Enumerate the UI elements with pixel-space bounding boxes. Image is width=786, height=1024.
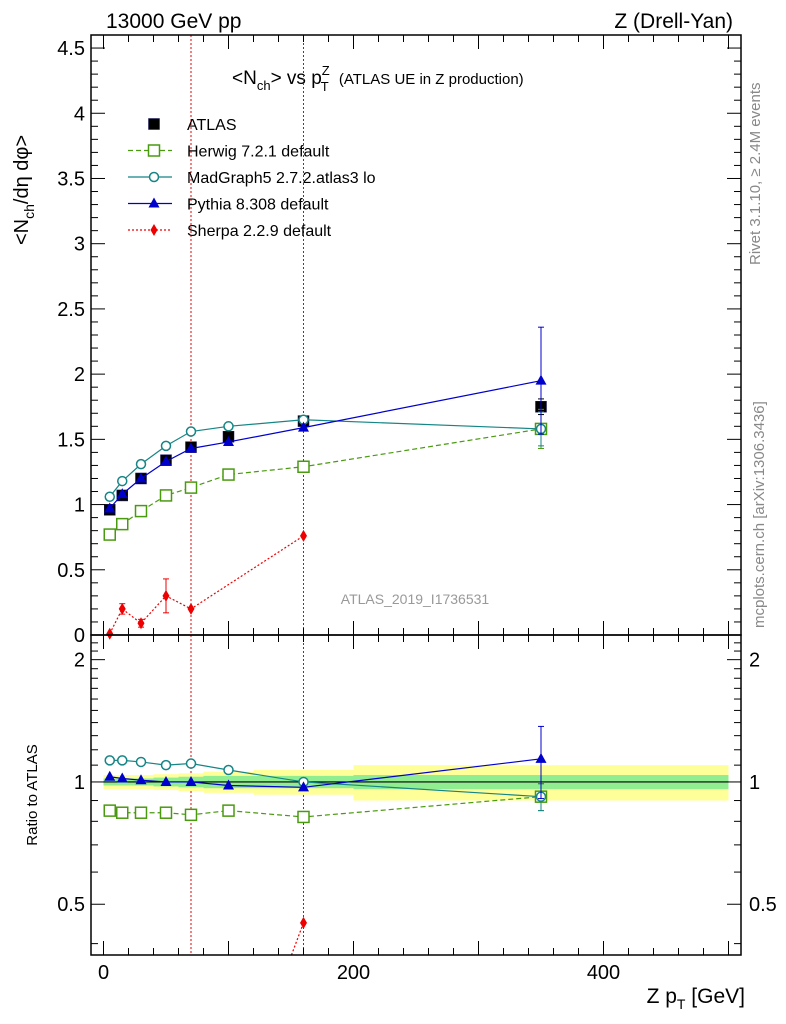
- legend-label-2: MadGraph5 2.7.2.atlas3 lo: [187, 170, 376, 187]
- series-3-point-1: [116, 488, 128, 499]
- legend-marker-1: [147, 144, 161, 157]
- series-3-point-6: [298, 421, 309, 432]
- series-3-point-7: [535, 374, 547, 385]
- y-tick-label: 0.5: [57, 560, 85, 582]
- ratio-y-axis-title: Ratio to ATLAS: [24, 744, 41, 845]
- ratio-series-1-point-5: [223, 764, 234, 776]
- y-tick-label: 2.5: [57, 299, 85, 321]
- ratio-series-2-point-0: [104, 770, 116, 781]
- y-tick-label: 4: [74, 103, 85, 125]
- series-1-point-4: [184, 481, 198, 494]
- series-2-point-2: [135, 458, 147, 470]
- legend-label-0: ATLAS: [187, 117, 237, 134]
- ratio-sherpa-entry-line: [290, 922, 305, 956]
- x-tick-label: 0: [98, 962, 109, 984]
- ratio-series-0-point-3: [159, 806, 173, 819]
- y-tick-label: 3: [74, 234, 85, 256]
- ratio-series-2-point-5: [223, 779, 234, 790]
- x-tick-label: 200: [337, 962, 370, 984]
- series-4-point-4: [187, 602, 195, 615]
- series-1-point-5: [222, 468, 235, 481]
- series-4-point-6: [300, 529, 307, 542]
- y-tick-label: 3.5: [57, 168, 85, 190]
- ratio-series-1-point-4: [185, 758, 197, 769]
- y-tick-label: 4.5: [57, 38, 85, 60]
- series-2-point-4: [185, 426, 197, 437]
- chart-title: <Nch> vs pZ T (ATLAS UE in Z production): [232, 63, 524, 94]
- series-1-point-0: [103, 528, 116, 541]
- series-3-point-5: [223, 435, 234, 446]
- header-right: Z (Drell-Yan): [614, 10, 733, 33]
- ratio-tick-label-right: 2: [749, 650, 760, 672]
- legend-label-3: Pythia 8.308 default: [187, 197, 329, 214]
- legend-marker-3: [148, 197, 160, 208]
- ratio-series-0-point-2: [134, 806, 148, 819]
- series-1-point-1: [116, 517, 129, 531]
- ratio-series-1-point-3: [160, 759, 172, 771]
- series-2-point-3: [160, 440, 172, 452]
- x-axis-title: Z pT [GeV]: [647, 985, 745, 1012]
- ratio-series-0-point-1: [116, 806, 129, 819]
- x-tick-label: 400: [587, 962, 620, 984]
- series-3-point-0: [104, 502, 116, 513]
- ratio-tick-label: 2: [74, 650, 85, 672]
- ratio-series-2-point-6: [298, 781, 309, 792]
- ratio-tick-label-right: 1: [749, 772, 760, 794]
- ratio-series-0-line: [109, 796, 542, 818]
- y-tick-label: 1: [74, 495, 85, 517]
- ratio-series-3-point-6: [300, 916, 307, 929]
- ratio-series-2-point-1: [116, 772, 128, 783]
- series-3-point-3: [160, 455, 172, 466]
- series-3-point-4: [185, 442, 197, 453]
- ratio-series-0-point-6: [297, 810, 310, 824]
- series-1-point-3: [159, 489, 173, 502]
- series-2-point-5: [223, 421, 234, 432]
- mcplots-label: mcplots.cern.ch [arXiv:1306.3436]: [751, 401, 768, 628]
- ratio-tick-label-right: 0.5: [749, 894, 777, 916]
- y-axis-title: <Nch/dη dφ>: [11, 135, 37, 245]
- ratio-plot-frame: [90, 634, 742, 956]
- legend-label-1: Herwig 7.2.1 default: [187, 144, 330, 161]
- ratio-tick-label: 1: [74, 772, 85, 794]
- ratio-series-0-point-0: [103, 804, 116, 817]
- y-tick-label: 2: [74, 364, 85, 386]
- series-3-line: [109, 380, 542, 509]
- series-3-point-2: [135, 472, 147, 483]
- legend-marker-4: [150, 224, 158, 236]
- ratio-series-0-point-4: [184, 808, 198, 822]
- ratio-series-1-point-1: [117, 755, 128, 766]
- ratio-series-2-point-2: [135, 774, 147, 785]
- y-tick-label: 0: [74, 625, 85, 647]
- series-2-point-1: [117, 475, 128, 487]
- series-4-point-3: [162, 589, 170, 602]
- ratio-series-2-point-7: [535, 752, 547, 763]
- ratio-series-1-point-2: [135, 756, 147, 768]
- header-left: 13000 GeV pp: [106, 10, 241, 33]
- main-plot: 0 0.5 1 1.5 2 2.5 3 3.5 4 4.5: [57, 35, 741, 955]
- legend-label-4: Sherpa 2.2.9 default: [187, 223, 332, 240]
- series-4-point-2: [137, 617, 145, 630]
- series-4-point-1: [118, 602, 126, 615]
- legend-marker-0: [148, 118, 160, 130]
- legend-marker-2: [148, 171, 160, 183]
- series-4-line: [109, 535, 304, 634]
- ratio-series-1-point-0: [104, 755, 115, 766]
- ratio-plot: 0 200 400 0.5 0.5 1 1 2 2: [57, 642, 777, 984]
- analysis-label: ATLAS_2019_I1736531: [341, 591, 490, 607]
- series-4-point-0: [106, 627, 114, 640]
- series-2-point-0: [104, 491, 115, 502]
- ratio-series-2-point-3: [160, 775, 172, 786]
- ratio-tick-label: 0.5: [57, 894, 85, 916]
- rivet-label: Rivet 3.1.10, ≥ 2.4M events: [747, 83, 764, 266]
- legend: ATLAS Herwig 7.2.1 default MadGraph5 2.7.2…: [128, 117, 376, 240]
- series-1-point-6: [297, 460, 310, 473]
- ratio-series-0-point-5: [222, 804, 235, 817]
- y-tick-label: 1.5: [57, 429, 85, 451]
- series-1-point-2: [134, 504, 148, 518]
- ratio-series-2-point-4: [185, 775, 197, 786]
